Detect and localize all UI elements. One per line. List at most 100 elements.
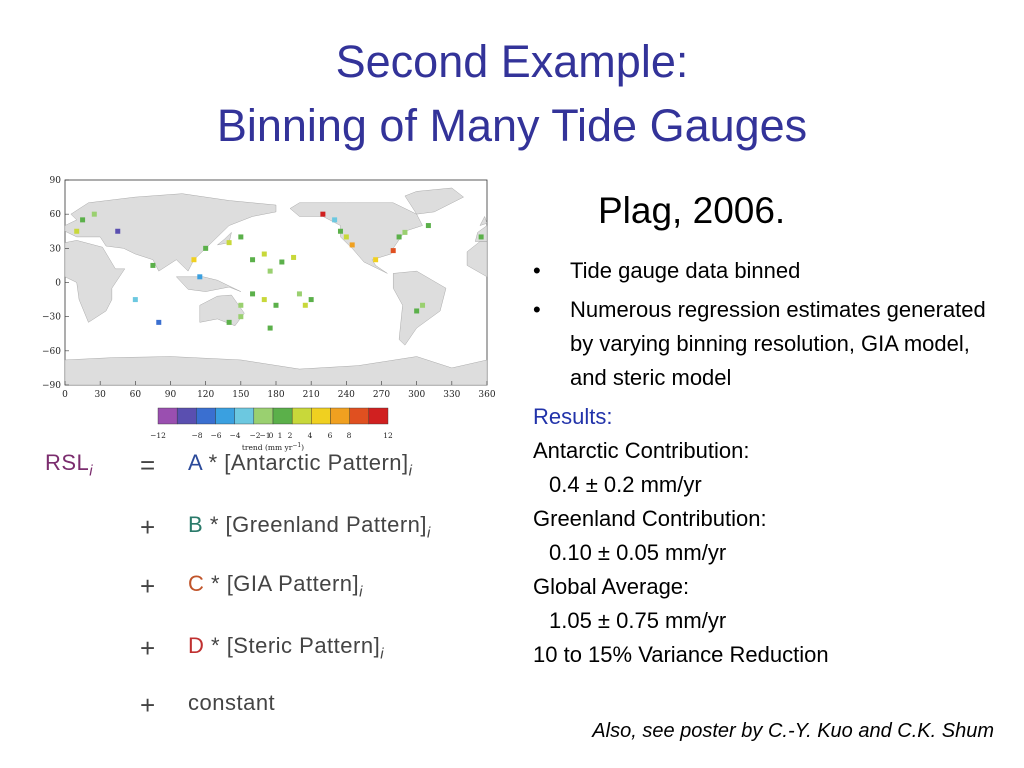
gauge-bin bbox=[238, 302, 244, 308]
land bbox=[64, 193, 277, 272]
land bbox=[199, 294, 245, 327]
lon-tick-label: 240 bbox=[338, 390, 355, 400]
label-sup: −1 bbox=[292, 442, 301, 449]
results-heading: Results: bbox=[533, 404, 613, 429]
colorbar-segment bbox=[234, 407, 255, 425]
lat-tick-label: −90 bbox=[42, 381, 61, 391]
subscript: i bbox=[427, 524, 431, 542]
equation-operator: + bbox=[140, 633, 156, 663]
colorbar-tick-label: 0 bbox=[269, 431, 274, 440]
land bbox=[479, 215, 488, 226]
colorbar-segment bbox=[253, 407, 274, 425]
gauge-bin bbox=[279, 259, 285, 265]
colorbar-tick-label: 4 bbox=[308, 431, 313, 440]
gauge-bin bbox=[150, 262, 156, 268]
colorbar-tick-label: 12 bbox=[383, 431, 393, 440]
gauge-bin bbox=[226, 240, 232, 246]
coefficient: B bbox=[188, 512, 204, 537]
colorbar-segment bbox=[330, 407, 350, 425]
results-summary: 10 to 15% Variance Reduction bbox=[533, 642, 829, 667]
gauge-bin bbox=[291, 254, 297, 260]
gauge-bin bbox=[390, 248, 396, 254]
lat-tick-label: 60 bbox=[50, 210, 62, 220]
colorbar-segment bbox=[291, 407, 312, 425]
gauge-bin bbox=[115, 228, 121, 234]
lat-tick-label: −30 bbox=[42, 313, 61, 323]
colorbar-segment bbox=[311, 407, 331, 425]
gauge-bin bbox=[91, 211, 97, 217]
label-text: trend (mm yr bbox=[242, 443, 293, 452]
equation-term: B * [Greenland Pattern]i bbox=[188, 512, 431, 541]
colorbar-tick-label: 2 bbox=[288, 431, 293, 440]
colorbar-segment bbox=[368, 407, 389, 425]
lon-tick-label: 180 bbox=[267, 390, 284, 400]
coefficient: C bbox=[188, 571, 205, 596]
gauge-bin bbox=[203, 245, 209, 251]
lon-tick-label: 300 bbox=[408, 390, 425, 400]
subscript: i bbox=[380, 645, 385, 663]
gauge-bin bbox=[478, 234, 484, 240]
equation-term: constant bbox=[188, 690, 275, 716]
land bbox=[404, 187, 464, 215]
gauge-bin bbox=[261, 297, 267, 303]
bullet: Tide gauge data binned bbox=[533, 254, 993, 288]
title-line: Second Example: bbox=[335, 36, 689, 87]
gauge-bin bbox=[349, 242, 355, 248]
colorbar-tick-label: 8 bbox=[347, 431, 352, 440]
colorbar-segment bbox=[215, 407, 235, 425]
slide-title: Second Example: Binning of Many Tide Gau… bbox=[0, 30, 1024, 158]
land bbox=[64, 240, 126, 323]
coefficient: A bbox=[188, 450, 202, 475]
colorbar-segment bbox=[349, 407, 370, 425]
gauge-bin bbox=[320, 211, 326, 217]
colorbar-tick-label: −4 bbox=[229, 431, 240, 440]
gauge-bin bbox=[191, 257, 197, 263]
gauge-bin bbox=[396, 234, 402, 240]
colorbar-segment bbox=[176, 407, 197, 425]
equation-term: C * [GIA Pattern]i bbox=[188, 571, 363, 600]
gauge-bin bbox=[302, 302, 308, 308]
gauge-bin bbox=[250, 257, 256, 263]
result-value: 1.05 ± 0.75 mm/yr bbox=[549, 608, 727, 633]
pattern: * [Antarctic Pattern] bbox=[208, 450, 409, 475]
equation-term: D * [Steric Pattern]i bbox=[188, 633, 384, 662]
gauge-bin bbox=[296, 291, 302, 297]
footnote: Also, see poster by C.-Y. Kuo and C.K. S… bbox=[592, 720, 994, 742]
pattern: * [Steric Pattern] bbox=[211, 633, 381, 658]
lon-tick-label: 90 bbox=[165, 390, 177, 400]
gauge-bin bbox=[238, 314, 244, 320]
label-end: ) bbox=[301, 443, 304, 452]
gauge-bin bbox=[261, 251, 267, 257]
lat-tick-label: 30 bbox=[50, 244, 62, 254]
result-label: Antarctic Contribution: bbox=[533, 438, 750, 463]
gauge-bin bbox=[308, 297, 314, 303]
gauge-bin bbox=[197, 274, 203, 280]
gauge-bin bbox=[132, 297, 138, 303]
gauge-bin bbox=[332, 217, 338, 223]
lhs-subscript: i bbox=[89, 462, 94, 480]
gauge-bin bbox=[250, 291, 256, 297]
pattern: * [Greenland Pattern] bbox=[209, 512, 427, 537]
gauge-bin bbox=[402, 229, 408, 235]
gauge-bin bbox=[156, 319, 162, 325]
gauge-bin bbox=[425, 223, 431, 229]
title-line: Binning of Many Tide Gauges bbox=[216, 100, 808, 151]
pattern: * [GIA Pattern] bbox=[211, 571, 360, 596]
lhs-text: RSL bbox=[45, 450, 90, 475]
gauge-bin bbox=[238, 234, 244, 240]
result-label: Global Average: bbox=[533, 574, 690, 599]
land bbox=[393, 270, 447, 346]
colorbar-tick-label: 1 bbox=[278, 431, 283, 440]
equation-operator: + bbox=[140, 690, 156, 720]
gauge-bin bbox=[420, 302, 426, 308]
lat-tick-label: 90 bbox=[50, 176, 62, 186]
gauge-bin bbox=[343, 234, 349, 240]
lon-tick-label: 0 bbox=[62, 390, 68, 400]
equation-operator: + bbox=[140, 571, 156, 601]
land bbox=[289, 202, 423, 274]
citation: Plag, 2006. bbox=[598, 190, 786, 231]
lon-tick-label: 150 bbox=[232, 390, 249, 400]
colorbar-tick-label: −6 bbox=[210, 431, 221, 440]
